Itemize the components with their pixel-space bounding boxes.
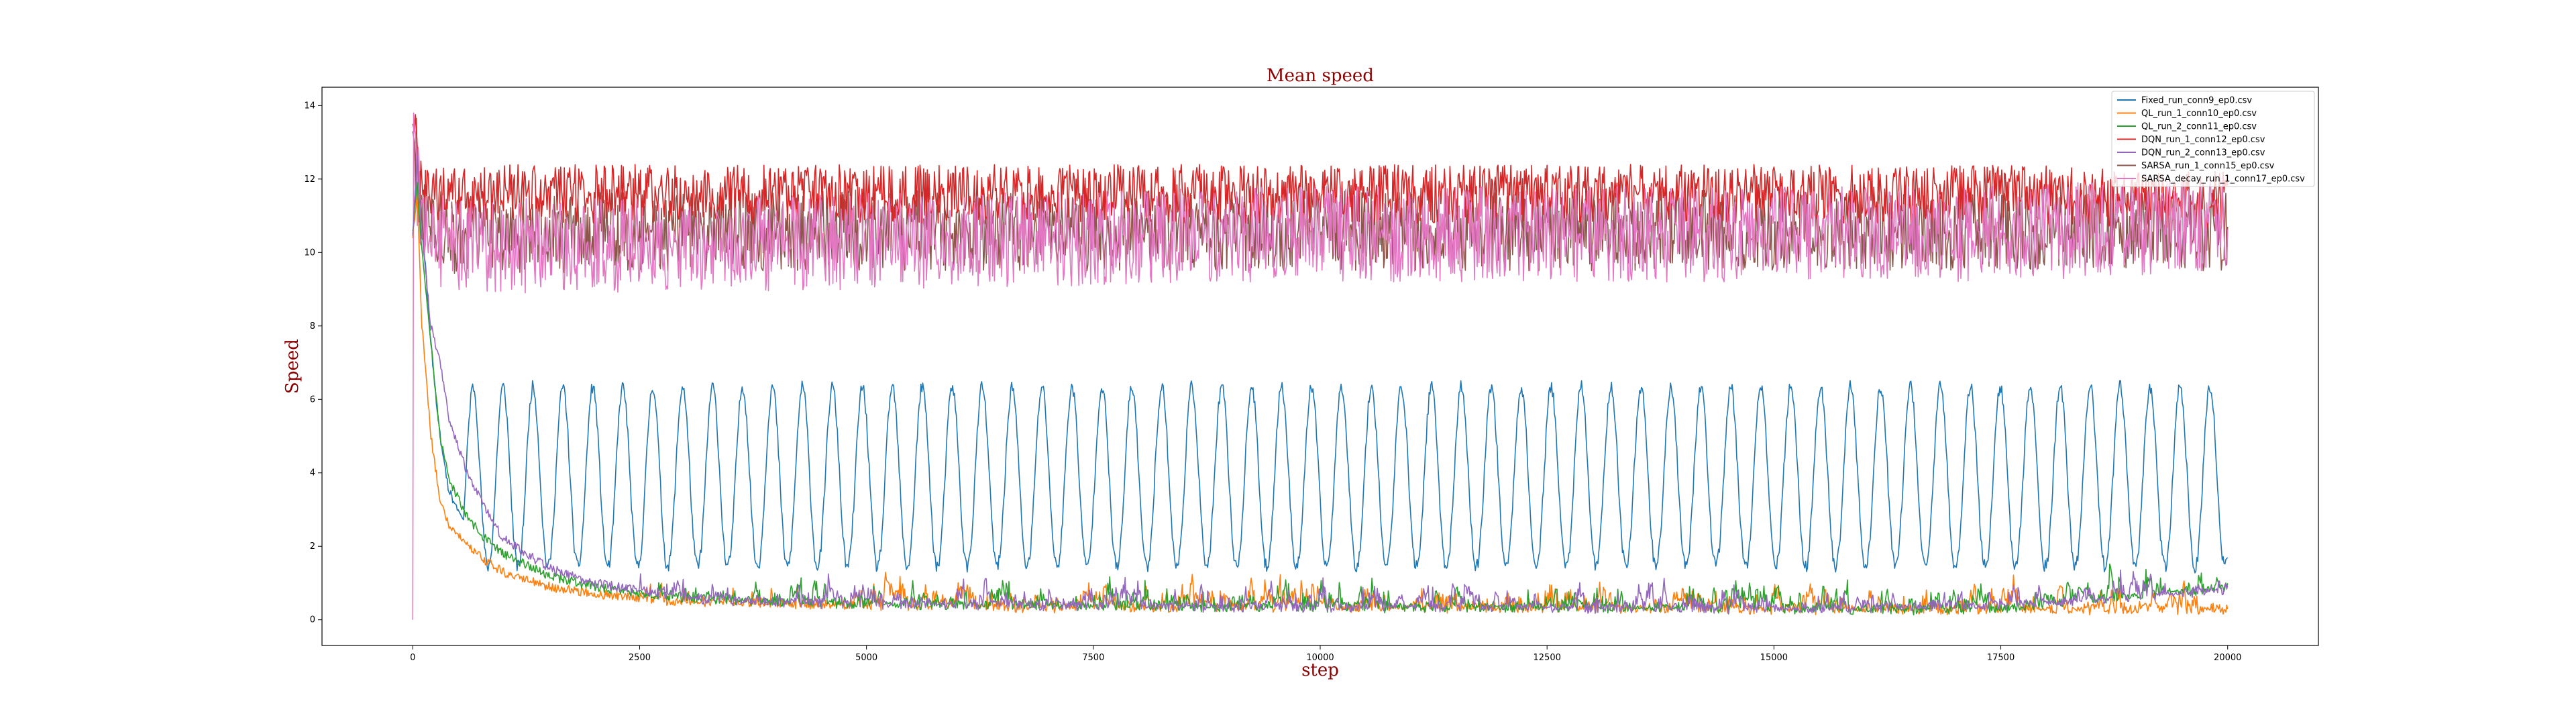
legend-label: SARSA_decay_run_1_conn17_ep0.csv xyxy=(2141,174,2305,185)
series-layer xyxy=(412,112,2229,620)
legend-label: SARSA_run_1_conn15_ep0.csv xyxy=(2141,161,2275,171)
series-line-3 xyxy=(412,114,2229,231)
y-tick-label: 14 xyxy=(304,101,315,111)
legend-label: Fixed_run_conn9_ep0.csv xyxy=(2141,96,2252,106)
legend: Fixed_run_conn9_ep0.csv QL_run_1_conn10_e… xyxy=(2111,91,2315,187)
legend-label: DQN_run_2_conn13_ep0.csv xyxy=(2141,148,2265,158)
x-tick-label: 17500 xyxy=(1987,653,2015,663)
x-tick-label: 0 xyxy=(410,653,415,663)
x-tick-label: 15000 xyxy=(1760,653,1788,663)
y-tick-label: 8 xyxy=(310,321,315,331)
series-line-6 xyxy=(412,112,2229,620)
y-tick-label: 6 xyxy=(310,395,315,405)
x-tick-label: 12500 xyxy=(1534,653,1561,663)
x-tick-label: 10000 xyxy=(1306,653,1334,663)
y-tick-label: 12 xyxy=(304,174,315,185)
y-tick-label: 4 xyxy=(310,468,315,478)
legend-items: Fixed_run_conn9_ep0.csv QL_run_1_conn10_e… xyxy=(2117,96,2305,185)
x-tick-label: 2500 xyxy=(629,653,651,663)
legend-box xyxy=(2111,91,2315,187)
y-tick-label: 10 xyxy=(304,248,315,258)
series-line-0 xyxy=(412,162,2229,574)
axis-layer: 0 2500 5000 7500 10000 12500 15000 17500 20000 0 2… xyxy=(304,101,2241,663)
x-tick-label: 20000 xyxy=(2214,653,2241,663)
y-tick-label: 0 xyxy=(310,615,315,625)
x-tick-label: 7500 xyxy=(1082,653,1104,663)
x-axis-label: step xyxy=(1301,660,1339,680)
y-tick-label: 2 xyxy=(310,541,315,552)
legend-label: QL_run_2_conn11_ep0.csv xyxy=(2141,122,2257,132)
legend-label: QL_run_1_conn10_ep0.csv xyxy=(2141,109,2257,119)
legend-label: DQN_run_1_conn12_ep0.csv xyxy=(2141,135,2265,145)
x-tick-label: 5000 xyxy=(855,653,877,663)
series-line-4 xyxy=(412,156,2229,615)
y-axis-label: Speed xyxy=(282,339,303,394)
chart-title: Mean speed xyxy=(1267,66,1374,86)
